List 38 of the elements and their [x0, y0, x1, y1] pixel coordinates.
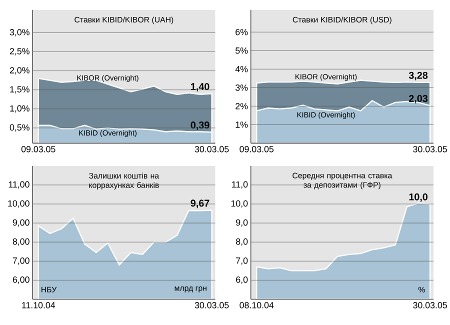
y-tick-label: 5%	[236, 48, 248, 54]
data-label: 9,67	[190, 200, 210, 208]
data-label: 3,28	[408, 72, 428, 80]
y-tick-label: 7,00	[12, 257, 30, 265]
y-tick-label: 6,00	[12, 276, 30, 284]
y-tick-label: 9,00	[12, 219, 30, 227]
y-tick-label: 6%	[236, 28, 248, 36]
data-label: 2,03	[409, 95, 428, 104]
y-tick-label: 1,5%	[10, 86, 30, 94]
y-tick-label: 3%	[236, 84, 248, 91]
x-tick-label: 30.03.05	[194, 146, 229, 152]
y-tick-label: 6,0	[236, 276, 248, 284]
y-tick-label: 1,0%	[10, 105, 30, 113]
y-tick-label: 8,0	[236, 238, 248, 246]
x-tick-label: 30.03.05	[194, 302, 229, 308]
y-tick-label: 10,00	[8, 200, 30, 208]
y-tick-label: 9,0	[236, 219, 248, 227]
y-tick-label: 1%	[236, 122, 248, 128]
y-tick-label: 2,0%	[10, 67, 30, 75]
x-tick-label: 09.03.05	[240, 146, 274, 152]
x-tick-label: 08.10.04	[240, 302, 274, 308]
y-tick-label: 11,0	[232, 181, 248, 189]
y-tick-label: 11,00	[8, 181, 30, 189]
y-tick-label: 4%	[235, 66, 248, 72]
y-tick-label: 8,00	[12, 238, 30, 246]
y-tick-label: 2%	[236, 103, 248, 110]
data-label: 10,0	[409, 193, 428, 202]
x-tick-label: 30.03.05	[413, 146, 447, 152]
y-tick-label: 7,0	[236, 257, 248, 265]
x-tick-label: 09.03.05	[21, 146, 56, 152]
y-tick-label: 3,0%	[10, 29, 30, 36]
y-tick-label: 0,5%	[10, 124, 30, 132]
data-label: 1,40	[191, 83, 210, 92]
y-tick-label: 2,5%	[10, 48, 30, 56]
data-label: 0,39	[190, 122, 210, 130]
x-tick-label: 11.10.04	[22, 302, 56, 308]
x-tick-label: 30.03.05	[413, 302, 447, 308]
y-tick-label: 10,0	[231, 200, 248, 208]
